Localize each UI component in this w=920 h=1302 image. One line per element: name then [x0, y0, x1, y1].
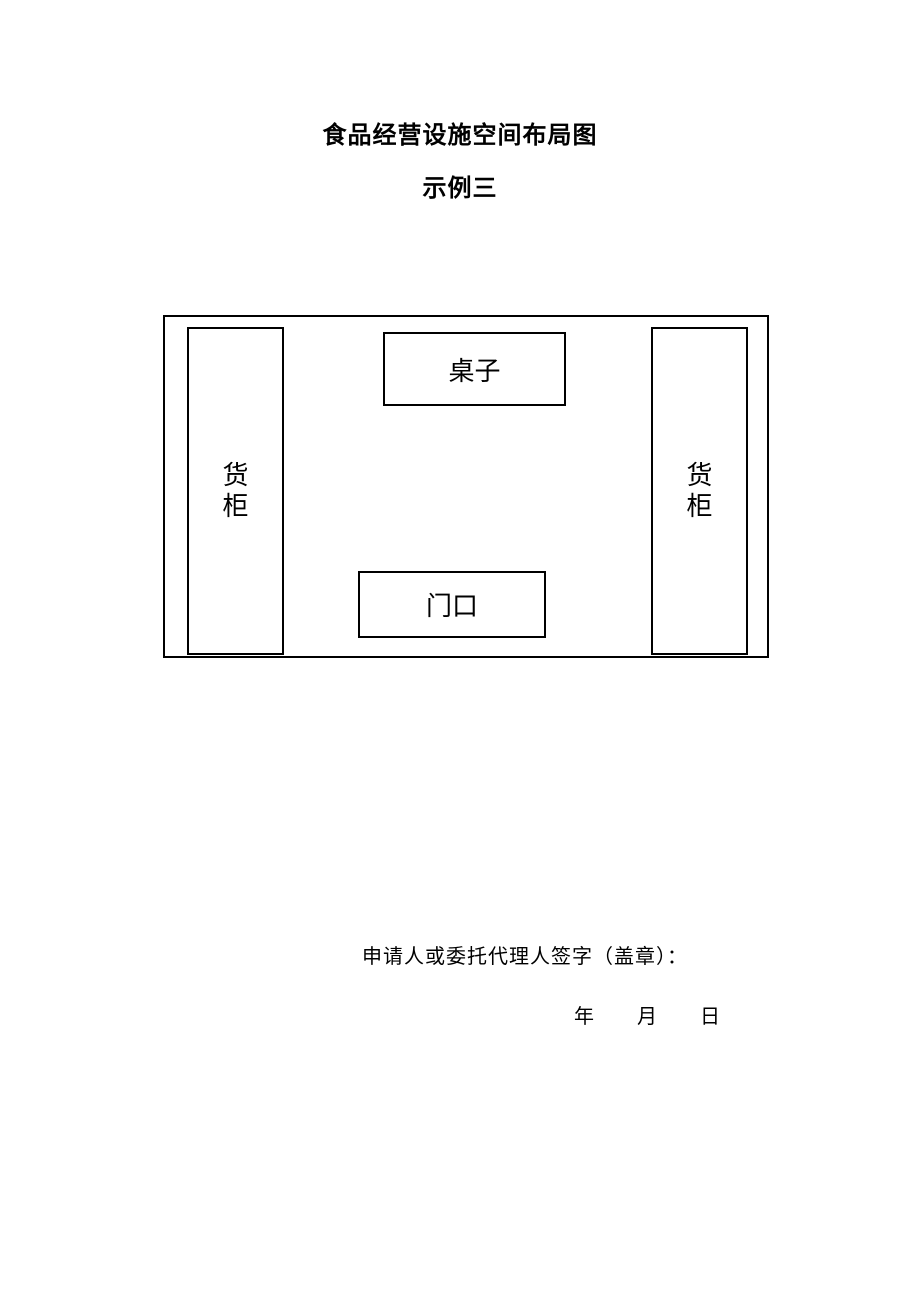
- cabinet-right-box: 货柜: [651, 327, 748, 655]
- desk-box: 桌子: [383, 332, 566, 406]
- date-line: 年月日: [574, 1000, 721, 1029]
- year-label: 年: [574, 1006, 595, 1028]
- cabinet-right-label: 货柜: [687, 460, 713, 522]
- desk-label: 桌子: [448, 351, 500, 388]
- signature-area: 申请人或委托代理人签字（盖章）：: [362, 940, 688, 969]
- title-area: 食品经营设施空间布局图 示例三: [0, 0, 920, 203]
- day-label: 日: [700, 1006, 721, 1028]
- title-line1: 食品经营设施空间布局图: [0, 115, 920, 150]
- month-label: 月: [637, 1006, 658, 1028]
- cabinet-left-box: 货柜: [187, 327, 284, 655]
- door-box: 门口: [358, 571, 546, 638]
- title-line2: 示例三: [0, 168, 920, 203]
- cabinet-left-label: 货柜: [223, 460, 249, 522]
- signature-label: 申请人或委托代理人签字（盖章）：: [362, 946, 688, 968]
- floorplan-diagram: 货柜 货柜 桌子 门口: [163, 315, 769, 658]
- door-label: 门口: [426, 586, 478, 623]
